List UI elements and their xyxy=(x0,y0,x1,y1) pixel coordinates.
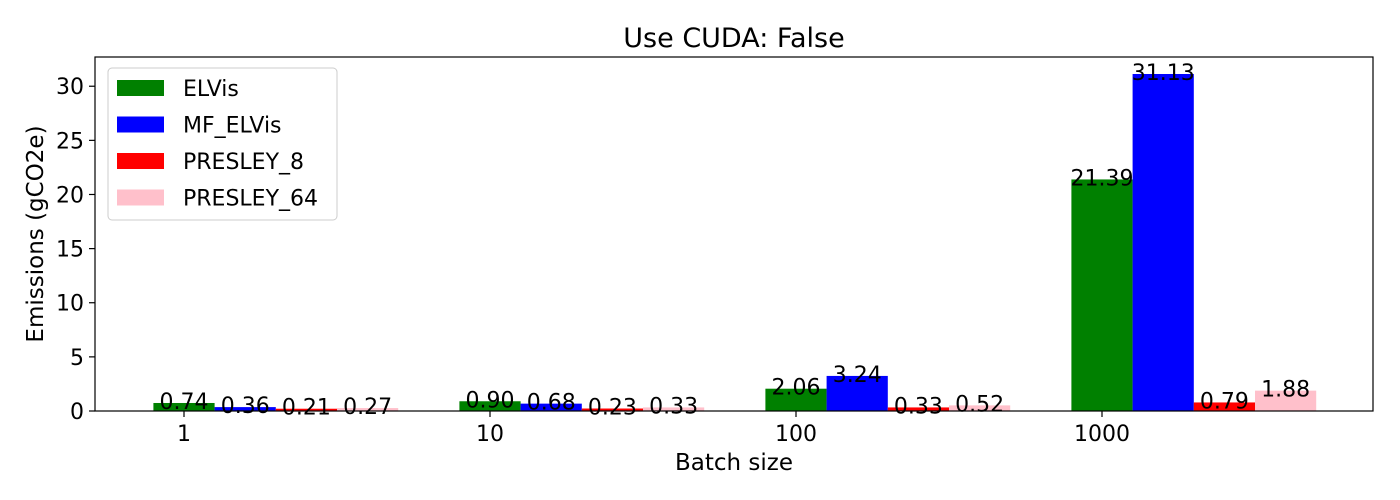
bar-presley-64-1 xyxy=(337,408,399,411)
bar-elvis-1000 xyxy=(1071,179,1133,411)
data-label: 0.33 xyxy=(894,394,943,419)
x-tick-label: 10 xyxy=(476,422,504,447)
y-tick-label: 5 xyxy=(70,346,84,371)
y-tick-label: 20 xyxy=(56,183,84,208)
legend-label: PRESLEY_64 xyxy=(183,187,318,212)
data-label: 0.79 xyxy=(1200,389,1249,414)
chart-title: Use CUDA: False xyxy=(623,23,844,54)
data-label: 31.13 xyxy=(1132,61,1195,86)
bar-presley-64-10 xyxy=(643,407,705,411)
data-label: 21.39 xyxy=(1071,166,1134,191)
y-tick-label: 25 xyxy=(56,129,84,154)
legend-box xyxy=(107,67,338,221)
legend-swatch-presley-64 xyxy=(117,189,164,206)
legend: ELVis MF_ELVis PRESLEY_8 PRESLEY_64 xyxy=(107,67,338,221)
x-axis-label: Batch size xyxy=(675,450,793,476)
plot-frame xyxy=(94,56,1374,412)
bar-presley-8-1000 xyxy=(1193,402,1255,411)
bar-presley-8-100 xyxy=(887,407,949,411)
bars-layer xyxy=(153,73,1317,411)
bar-presley-64-1000 xyxy=(1255,390,1317,411)
bar-presley-8-10 xyxy=(581,408,643,411)
y-tick-label: 10 xyxy=(56,292,84,317)
legend-label: ELVis xyxy=(183,77,239,102)
data-label: 0.33 xyxy=(649,394,698,419)
data-label: 3.24 xyxy=(833,363,882,388)
data-label: 0.21 xyxy=(282,396,331,421)
bar-mf-elvis-1000 xyxy=(1132,73,1194,411)
y-axis-label: Emissions (gCO2e) xyxy=(23,125,49,342)
data-label: 0.52 xyxy=(955,392,1004,417)
legend-label: MF_ELVis xyxy=(183,114,282,139)
y-tick-label: 0 xyxy=(70,400,84,425)
bar-elvis-100 xyxy=(765,388,827,411)
axes-layer: 1 10 100 1000 0 5 10 15 20 25 30 xyxy=(56,75,1130,447)
legend-swatch-mf-elvis xyxy=(117,116,164,133)
y-tick-label: 30 xyxy=(56,75,84,100)
bar-presley-8-1 xyxy=(275,408,337,411)
x-tick-label: 1000 xyxy=(1074,422,1130,447)
legend-label: PRESLEY_8 xyxy=(183,150,304,175)
x-tick-label: 1 xyxy=(177,422,191,447)
legend-swatch-elvis xyxy=(117,80,164,96)
data-label: 2.06 xyxy=(772,376,821,401)
y-tick-label: 15 xyxy=(56,238,84,263)
bar-presley-64-100 xyxy=(949,405,1011,411)
data-label: 0.68 xyxy=(527,391,576,416)
data-label: 0.27 xyxy=(343,395,392,420)
bar-mf-elvis-10 xyxy=(520,403,582,411)
bar-elvis-1 xyxy=(153,402,215,411)
data-label: 0.36 xyxy=(221,394,270,419)
data-label: 0.90 xyxy=(466,388,515,413)
bar-elvis-10 xyxy=(459,401,521,411)
bar-mf-elvis-1 xyxy=(214,407,276,411)
x-tick-label: 100 xyxy=(775,422,817,447)
bar-mf-elvis-100 xyxy=(826,375,888,411)
data-label: 1.88 xyxy=(1261,378,1310,403)
legend-swatch-presley-8 xyxy=(117,153,164,169)
data-label: 0.23 xyxy=(588,396,637,421)
